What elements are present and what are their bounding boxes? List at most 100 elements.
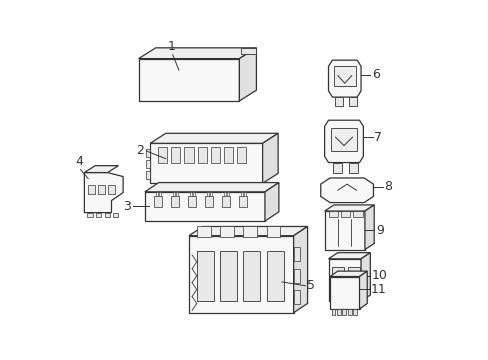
Bar <box>158 147 167 163</box>
Polygon shape <box>144 183 278 192</box>
Bar <box>206 192 209 195</box>
Bar <box>340 211 349 217</box>
Text: 8: 8 <box>384 180 391 193</box>
Bar <box>145 160 150 168</box>
Bar <box>196 226 210 237</box>
Bar <box>87 213 93 217</box>
Bar <box>184 147 193 163</box>
Bar <box>188 195 196 207</box>
Bar <box>189 192 192 195</box>
Bar <box>237 183 243 189</box>
Circle shape <box>325 185 336 195</box>
Polygon shape <box>328 253 369 259</box>
Bar <box>210 147 220 163</box>
Bar <box>348 163 357 172</box>
Bar <box>332 163 342 172</box>
Bar <box>336 309 340 315</box>
Bar <box>293 291 299 304</box>
Polygon shape <box>138 59 239 101</box>
Bar <box>206 183 213 189</box>
Bar <box>333 66 355 86</box>
Bar <box>192 192 195 195</box>
Bar <box>145 149 150 157</box>
Text: 1: 1 <box>167 40 175 53</box>
Bar <box>220 251 237 301</box>
Bar <box>222 195 230 207</box>
Text: 3: 3 <box>123 200 131 213</box>
Bar <box>241 192 243 195</box>
Circle shape <box>356 185 367 195</box>
Text: 2: 2 <box>136 144 144 157</box>
Text: 11: 11 <box>369 283 386 296</box>
Polygon shape <box>138 48 256 59</box>
Bar <box>244 192 246 195</box>
Bar <box>239 195 246 207</box>
Bar <box>226 183 233 189</box>
Polygon shape <box>150 143 262 183</box>
Bar <box>352 211 362 217</box>
Bar <box>246 183 253 189</box>
Bar <box>196 251 213 301</box>
Bar <box>88 185 95 194</box>
Bar <box>104 213 110 217</box>
Bar <box>159 192 161 195</box>
Polygon shape <box>328 259 360 301</box>
Text: 7: 7 <box>373 131 382 144</box>
Bar <box>243 226 257 237</box>
Bar <box>176 192 178 195</box>
Polygon shape <box>241 48 256 54</box>
Bar <box>266 226 280 237</box>
Polygon shape <box>189 236 293 313</box>
Bar <box>331 309 335 315</box>
Polygon shape <box>320 178 373 203</box>
Bar <box>209 192 212 195</box>
Bar <box>98 185 105 194</box>
Bar <box>172 192 175 195</box>
Bar <box>96 213 101 217</box>
Bar <box>171 147 180 163</box>
Bar <box>243 251 260 301</box>
Bar <box>335 97 343 106</box>
Polygon shape <box>84 166 118 172</box>
Polygon shape <box>328 60 360 97</box>
Polygon shape <box>324 211 364 249</box>
Bar <box>224 192 226 195</box>
Text: 5: 5 <box>306 279 314 292</box>
Bar <box>352 309 356 315</box>
Polygon shape <box>364 205 373 249</box>
Bar <box>176 183 183 189</box>
Bar <box>342 309 346 315</box>
Circle shape <box>267 136 276 145</box>
Polygon shape <box>324 205 373 211</box>
Bar <box>293 247 299 261</box>
Text: 4: 4 <box>75 155 83 168</box>
Bar <box>224 147 233 163</box>
Bar <box>349 97 356 106</box>
Polygon shape <box>360 253 369 301</box>
Bar <box>332 266 343 295</box>
Polygon shape <box>84 172 123 213</box>
Bar <box>328 211 337 217</box>
Bar <box>186 183 192 189</box>
Bar <box>156 183 163 189</box>
Text: 10: 10 <box>371 269 387 282</box>
Bar <box>171 195 179 207</box>
Bar <box>113 213 118 217</box>
Bar <box>330 301 358 309</box>
Polygon shape <box>262 133 278 183</box>
Bar <box>237 147 246 163</box>
Text: 6: 6 <box>371 68 379 81</box>
Bar <box>205 195 213 207</box>
Polygon shape <box>293 226 307 313</box>
Bar <box>155 192 158 195</box>
Bar <box>196 183 203 189</box>
Bar <box>266 251 283 301</box>
Text: 9: 9 <box>375 224 383 237</box>
Bar <box>347 266 359 295</box>
Polygon shape <box>329 271 366 276</box>
Bar <box>197 147 206 163</box>
Bar <box>217 183 223 189</box>
Bar <box>220 226 233 237</box>
Bar <box>293 269 299 283</box>
Bar <box>108 185 115 194</box>
